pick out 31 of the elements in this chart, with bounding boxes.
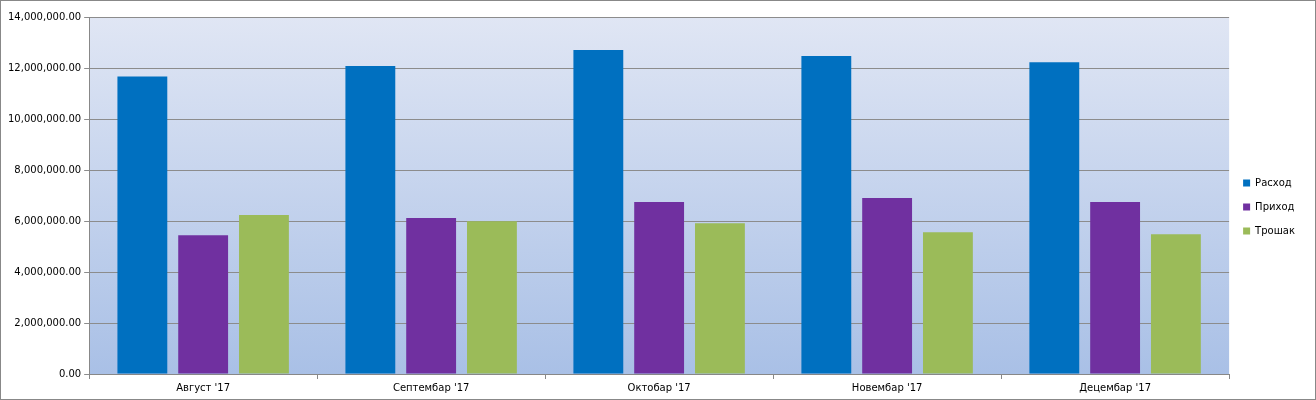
bar [922,232,973,374]
bar [801,56,852,374]
bar [117,76,168,374]
y-tick-label: 12,000,000.00 [7,61,82,73]
y-tick-label: 8,000,000.00 [14,163,82,175]
bar [467,221,517,374]
bar [178,235,229,374]
bar [239,214,289,374]
y-tick-label: 14,000,000.00 [7,10,82,22]
x-tick-label: Септембар '17 [392,381,470,393]
legend-label: Приход [1255,200,1295,212]
legend-label: Расход [1255,176,1292,188]
bar [573,49,624,374]
x-tick-label: Новембар '17 [851,381,923,393]
y-tick-label: 10,000,000.00 [7,112,82,124]
bar [695,223,745,374]
bar [345,65,396,374]
bar [1090,201,1141,374]
bar [1029,62,1080,374]
x-tick-label: Октобар '17 [627,381,691,393]
bar [1150,234,1201,374]
x-tick-label: Август '17 [176,381,231,393]
bar [406,217,457,374]
y-tick-label: 6,000,000.00 [14,214,82,226]
x-tick-label: Децембар '17 [1079,381,1151,393]
y-tick-label: 2,000,000.00 [14,316,82,328]
bar [634,201,685,374]
y-tick-label: 0.00 [58,367,82,379]
legend-label: Трошак [1254,224,1296,236]
bar [862,198,913,374]
y-tick-label: 4,000,000.00 [14,265,82,277]
